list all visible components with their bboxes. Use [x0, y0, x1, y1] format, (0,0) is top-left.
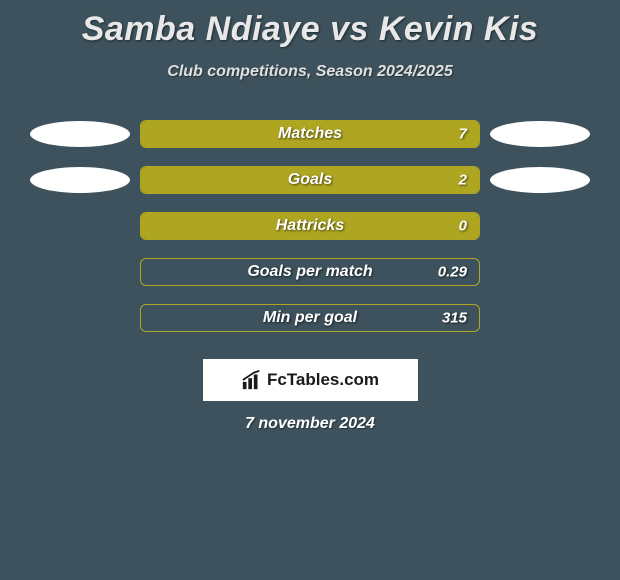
brand-text: FcTables.com	[267, 370, 379, 390]
stat-value: 0	[459, 218, 467, 235]
player-oval-left	[30, 121, 130, 147]
oval-spacer	[30, 213, 130, 239]
player-oval-right	[490, 167, 590, 193]
stat-value: 2	[459, 172, 467, 189]
stat-bar: Matches 7	[140, 120, 480, 148]
stat-bar: Hattricks 0	[140, 212, 480, 240]
oval-spacer	[490, 305, 590, 331]
stat-row: Goals per match 0.29	[0, 249, 620, 295]
oval-spacer	[490, 259, 590, 285]
stat-bar: Goals 2	[140, 166, 480, 194]
comparison-title: Samba Ndiaye vs Kevin Kis	[0, 0, 620, 49]
stat-value: 315	[442, 310, 467, 327]
stat-row: Hattricks 0	[0, 203, 620, 249]
chart-icon	[241, 369, 263, 391]
stat-label: Min per goal	[263, 309, 357, 327]
player-oval-right	[490, 121, 590, 147]
brand-badge: FcTables.com	[203, 359, 418, 401]
stat-bar: Goals per match 0.29	[140, 258, 480, 286]
oval-spacer	[30, 305, 130, 331]
stat-rows: Matches 7 Goals 2 Hattricks 0 Goals per match 0…	[0, 111, 620, 341]
stat-row: Matches 7	[0, 111, 620, 157]
oval-spacer	[30, 259, 130, 285]
date-label: 7 november 2024	[0, 415, 620, 433]
stat-row: Goals 2	[0, 157, 620, 203]
stat-bar: Min per goal 315	[140, 304, 480, 332]
oval-spacer	[490, 213, 590, 239]
stat-value: 0.29	[438, 264, 467, 281]
stat-value: 7	[459, 126, 467, 143]
stat-label: Goals per match	[247, 263, 372, 281]
stat-row: Min per goal 315	[0, 295, 620, 341]
comparison-subtitle: Club competitions, Season 2024/2025	[0, 63, 620, 81]
player-oval-left	[30, 167, 130, 193]
stat-label: Goals	[288, 171, 332, 189]
stat-label: Matches	[278, 125, 342, 143]
stat-label: Hattricks	[276, 217, 344, 235]
